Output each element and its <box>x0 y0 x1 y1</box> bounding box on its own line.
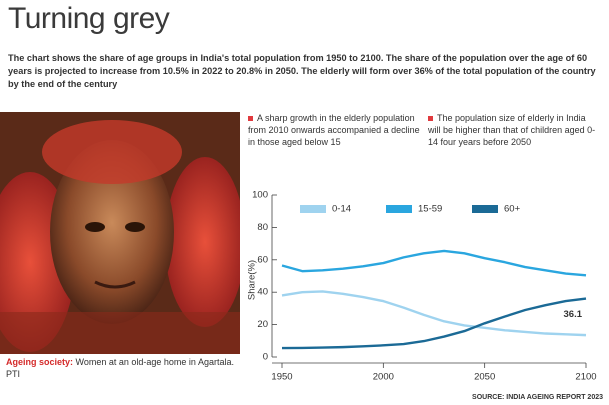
legend-label: 60+ <box>504 204 521 215</box>
note-text: The population size of elderly in India … <box>428 113 595 147</box>
caption-label: Ageing society: <box>6 357 73 367</box>
note: A sharp growth in the elderly population… <box>248 112 420 148</box>
page: {"title": "Turning grey", "description":… <box>0 0 609 405</box>
line <box>282 299 586 349</box>
note-text: A sharp growth in the elderly population… <box>248 113 420 147</box>
title: Turning grey <box>8 2 169 36</box>
x-tick-label: 2050 <box>474 372 495 383</box>
x-tick-label: 2100 <box>575 372 596 383</box>
y-tick-label: 60 <box>257 254 268 265</box>
y-tick-label: 0 <box>263 352 268 363</box>
legend-label: 0-14 <box>332 204 351 215</box>
caption: Ageing society: Women at an old-age home… <box>6 356 236 380</box>
description: The chart shows the share of age groups … <box>8 52 604 91</box>
y-tick-label: 40 <box>257 287 268 298</box>
legend-swatch <box>386 205 412 213</box>
photo <box>0 112 240 354</box>
x-tick-label: 2000 <box>373 372 394 383</box>
y-tick-label: 20 <box>257 319 268 330</box>
line <box>282 251 586 275</box>
legend-swatch <box>300 205 326 213</box>
source: SOURCE: INDIA AGEING REPORT 2023 <box>472 394 603 401</box>
y-tick-label: 80 <box>257 222 268 233</box>
x-tick-label: 1950 <box>271 372 292 383</box>
y-tick-label: 100 <box>252 190 268 201</box>
y-axis-label: Share(%) <box>247 260 258 300</box>
data-label: 36.1 <box>564 309 583 320</box>
line <box>282 291 586 335</box>
chart: Share(%) 0 20 40 60 80 100 1950 2000 2050 2100 0-1… <box>240 185 609 390</box>
note: The population size of elderly in India … <box>428 112 600 148</box>
legend-swatch <box>472 205 498 213</box>
legend-label: 15-59 <box>418 204 442 215</box>
